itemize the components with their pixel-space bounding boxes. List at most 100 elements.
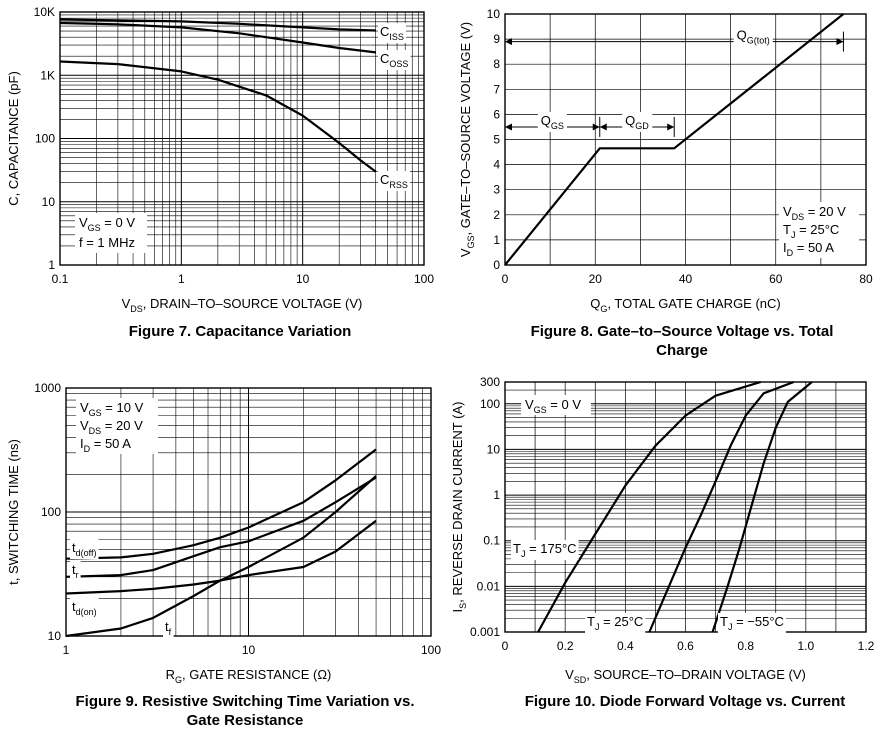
x-tick-label: 40	[679, 272, 693, 286]
legend-bg	[521, 395, 591, 415]
figure-10-caption: Figure 10. Diode Forward Voltage vs. Cur…	[524, 693, 846, 710]
annotation-label: QG(tot)	[737, 28, 770, 46]
series-label-bg	[378, 50, 411, 70]
series-label-bg	[511, 540, 579, 560]
legend-line-rest: = 50 A	[90, 436, 131, 451]
y-tick-label: 6	[493, 107, 500, 121]
series-label-bg	[70, 561, 81, 581]
legend-line: ID = 50 A	[80, 436, 131, 454]
fig8-y-axis-title-sub: GS	[466, 235, 476, 248]
annotation-bg	[733, 26, 773, 47]
x-tick-label: 0.8	[737, 639, 754, 653]
fig7-legend: VGS = 0 V f = 1 MHz	[75, 213, 147, 253]
legend-bg	[779, 202, 859, 258]
legend-line: VGS = 0 V	[79, 215, 135, 233]
y-tick-label: 4	[493, 158, 500, 172]
x-tick-label: 0	[502, 272, 509, 286]
arrow-left-icon	[599, 123, 607, 131]
x-tick-label: 1.2	[858, 639, 875, 653]
fig9-x-axis-title-rest: , GATE RESISTANCE (Ω)	[182, 667, 331, 682]
annotation-QGS: QGS	[505, 111, 601, 137]
series-line-td(off)	[65, 448, 377, 560]
y-tick-label: 10	[48, 629, 62, 643]
series-line-TJ = 25°C	[648, 380, 795, 633]
arrow-right-icon	[836, 38, 844, 46]
series-label-td(off)-sub: d(off)	[76, 548, 97, 558]
legend-line-main: T	[783, 222, 791, 237]
legend-line-sub: GS	[89, 408, 102, 418]
fig8-y-axis-title: VGS, GATE–TO–SOURCE VOLTAGE (V)	[458, 22, 476, 257]
figure-10-diode-forward-chart: 0 0.2 0.4 0.6 0.8 1.0 1.2 0.001 0.01 0.1 1 10 100 300…	[450, 375, 875, 685]
series-label-CRSS-main: C	[380, 172, 389, 187]
legend-line-sub: J	[791, 230, 796, 240]
annotation-label-main: Q	[625, 113, 635, 128]
arrow-right-icon	[592, 123, 600, 131]
legend-line: VGS = 10 V	[80, 400, 144, 418]
annotation-label-sub: GS	[551, 121, 564, 131]
series-line-tr	[65, 476, 377, 578]
x-tick-label: 80	[859, 272, 873, 286]
annotation-bg	[622, 111, 653, 132]
series-label-CISS-main: C	[380, 24, 389, 39]
y-tick-label: 0.01	[477, 579, 501, 593]
series-label-bg	[378, 23, 406, 43]
series-label-TJ = 175°C-rest: = 175°C	[525, 541, 576, 556]
x-tick-label: 1	[63, 643, 70, 657]
fig10-y-axis-title: IS, REVERSE DRAIN CURRENT (A)	[450, 402, 468, 613]
y-tick-label: 10	[487, 442, 501, 456]
legend-line-main: V	[80, 400, 89, 415]
legend-line-main: I	[80, 436, 84, 451]
series-label-TJ = 25°C: TJ = 25°C	[587, 614, 643, 632]
fig8-x-axis-title: QG, TOTAL GATE CHARGE (nC)	[590, 296, 781, 314]
legend-line: TJ = 25°C	[783, 222, 839, 240]
fig10-x-axis-title: VSD, SOURCE–TO–DRAIN VOLTAGE (V)	[565, 667, 806, 685]
annotation-label-sub: G(tot)	[747, 36, 770, 46]
series-line-CRSS	[59, 60, 377, 173]
fig7-x-axis-title-rest: , DRAIN–TO–SOURCE VOLTAGE (V)	[143, 296, 363, 311]
legend-line-main: I	[783, 240, 787, 255]
x-tick-label: 1	[178, 272, 185, 286]
arrow-right-icon	[667, 123, 675, 131]
series-line-TJ = −55°C	[711, 381, 813, 633]
series-label-bg	[70, 598, 99, 618]
legend-line: VDS = 20 V	[80, 418, 143, 436]
series-label-td(off)-main: t	[72, 540, 76, 555]
series-label-TJ = −55°C-main: T	[720, 614, 728, 629]
series-label-tf: tf	[165, 619, 172, 637]
x-tick-label: 0.6	[677, 639, 694, 653]
fig8-plot-frame	[504, 13, 867, 266]
legend-line: VGS = 0 V	[525, 397, 581, 415]
series-label-td(on): td(on)	[72, 599, 97, 617]
annotation-label-main: Q	[737, 28, 747, 43]
x-tick-label: 60	[769, 272, 783, 286]
series-label-CRSS: CRSS	[380, 172, 408, 190]
y-tick-label: 1	[493, 233, 500, 247]
y-tick-label: 0.1	[483, 534, 500, 548]
series-label-bg	[585, 613, 646, 633]
y-tick-label: 1K	[40, 68, 55, 82]
fig10-x-axis-title-sub: SD	[574, 675, 587, 685]
series-label-TJ = 175°C: TJ = 175°C	[513, 541, 577, 559]
series-label-TJ = −55°C-sub: J	[728, 622, 733, 632]
x-tick-label: 0.2	[557, 639, 574, 653]
fig7-plot-frame	[59, 11, 425, 266]
legend-line-sub: GS	[534, 405, 547, 415]
legend-line-main: V	[783, 204, 792, 219]
x-tick-label: 0.1	[52, 272, 69, 286]
x-tick-label: 0	[502, 639, 509, 653]
series-line-TJ = 175°C	[537, 380, 762, 633]
series-label-TJ = −55°C: TJ = −55°C	[720, 614, 784, 632]
series-label-CISS: CISS	[380, 24, 404, 42]
series-line-VGS	[504, 13, 845, 266]
fig8-x-axis-title-main: Q	[590, 296, 600, 311]
fig10-y-axis-title-rest: , REVERSE DRAIN CURRENT (A)	[450, 402, 465, 603]
fig10-x-axis-title-rest: , SOURCE–TO–DRAIN VOLTAGE (V)	[586, 667, 806, 682]
legend-line-main: V	[79, 215, 88, 230]
fig10-plot-frame	[504, 381, 867, 633]
series-label-td(off): td(off)	[72, 540, 96, 558]
annotation-label-main: Q	[541, 113, 551, 128]
annotation-label: QGS	[541, 113, 564, 131]
fig8-y-axis-title-main: V	[458, 248, 473, 257]
fig9-x-axis-title-main: R	[166, 667, 175, 682]
